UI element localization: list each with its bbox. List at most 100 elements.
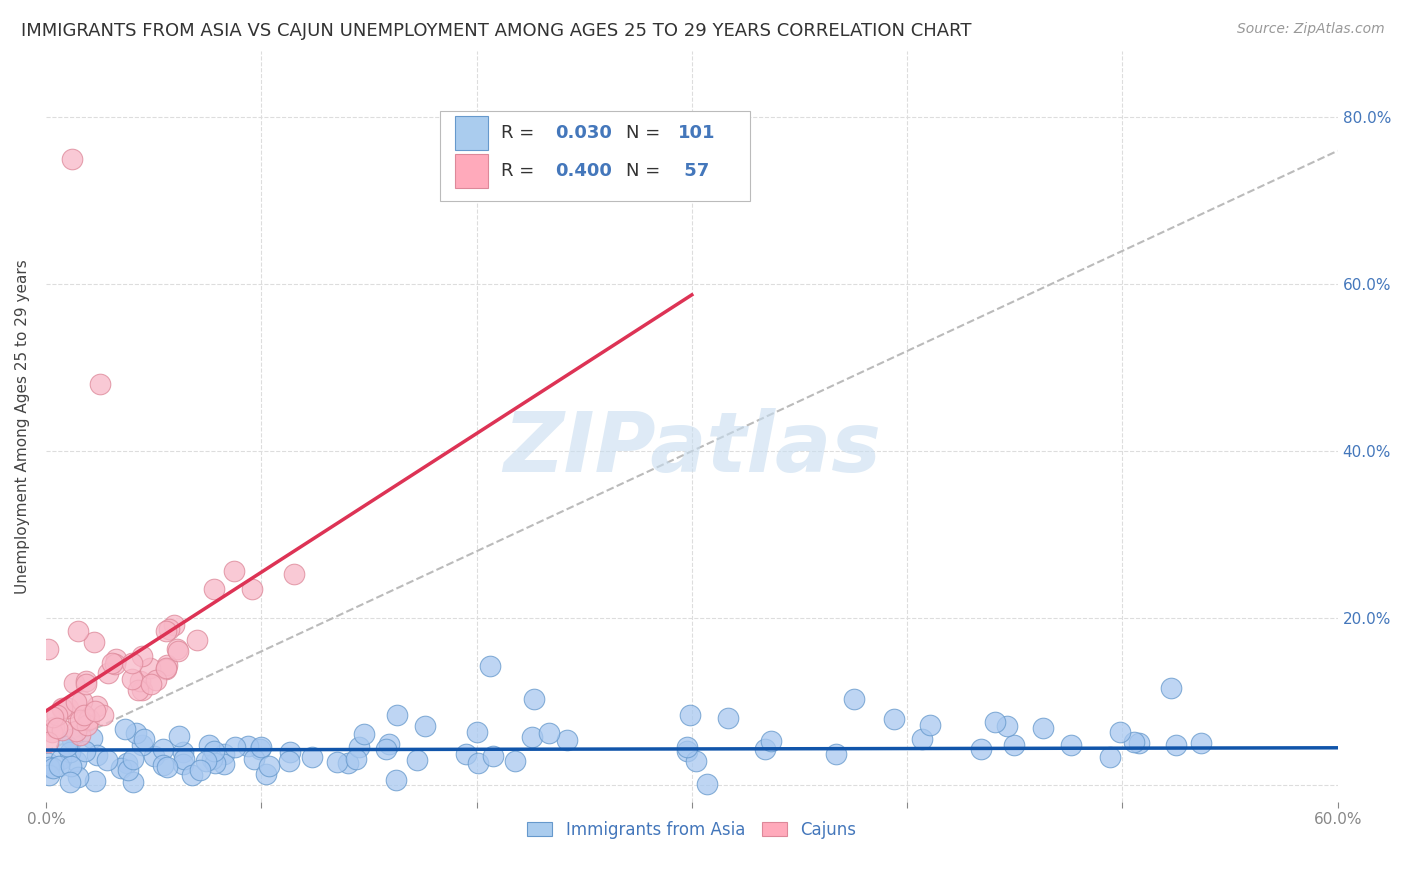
Point [67, 712, 90, 726]
Point [127, 682, 149, 697]
Point [883, 712, 905, 726]
Point [202, 582, 225, 596]
Point [454, 747, 477, 761]
Point [156, 658, 179, 673]
Text: 0.400: 0.400 [555, 161, 612, 180]
Point [166, 644, 188, 658]
Point [254, 766, 277, 780]
Point [131, 682, 153, 697]
Text: 101: 101 [678, 124, 716, 143]
Point [83, 635, 105, 649]
Point [236, 739, 259, 754]
Point [60, 152, 83, 166]
Point [520, 730, 543, 744]
Point [167, 729, 190, 743]
Point [696, 777, 718, 791]
Point [465, 725, 488, 739]
Point [278, 745, 301, 759]
Point [86, 699, 108, 714]
Point [76, 717, 98, 731]
Point [89, 377, 111, 392]
Point [202, 744, 225, 758]
Point [406, 753, 429, 767]
Point [42, 710, 65, 724]
Point [242, 582, 264, 596]
Point [353, 727, 375, 741]
Point [59, 774, 82, 789]
Point [67, 624, 90, 638]
Point [65, 724, 87, 739]
Point [100, 656, 122, 670]
Point [63, 676, 86, 690]
Point [80, 731, 103, 745]
Point [48, 759, 70, 773]
Point [1002, 738, 1025, 752]
Point [56, 739, 79, 754]
Legend: Immigrants from Asia, Cajuns: Immigrants from Asia, Cajuns [520, 814, 863, 846]
Point [37, 756, 59, 770]
Point [75, 674, 97, 689]
Point [970, 742, 993, 756]
Point [97, 666, 120, 681]
Point [679, 708, 702, 723]
Point [124, 726, 146, 740]
Point [243, 752, 266, 766]
Point [347, 740, 370, 755]
Point [128, 673, 150, 688]
Point [1189, 736, 1212, 750]
Point [377, 737, 399, 751]
Point [65, 695, 87, 709]
Point [249, 741, 271, 756]
Point [110, 761, 132, 775]
Point [75, 677, 97, 691]
Point [415, 719, 437, 733]
Point [121, 672, 143, 686]
Point [249, 739, 271, 754]
Point [117, 763, 139, 777]
Point [214, 747, 236, 761]
Point [194, 754, 217, 768]
Point [46, 721, 69, 735]
Point [38, 768, 60, 782]
FancyBboxPatch shape [440, 111, 749, 201]
Point [156, 760, 179, 774]
Point [685, 754, 707, 768]
Point [1032, 721, 1054, 735]
Point [173, 752, 195, 766]
Point [301, 750, 323, 764]
Point [1164, 738, 1187, 752]
Point [538, 726, 561, 740]
Point [172, 746, 194, 760]
Point [555, 733, 578, 747]
Text: 0.030: 0.030 [555, 124, 612, 143]
Point [825, 747, 848, 762]
Point [844, 692, 866, 706]
Point [984, 714, 1007, 729]
Point [1098, 749, 1121, 764]
Point [65, 754, 87, 768]
Point [257, 759, 280, 773]
Point [180, 768, 202, 782]
Text: ZIPatlas: ZIPatlas [503, 409, 880, 489]
Point [122, 774, 145, 789]
Point [918, 717, 941, 731]
Point [51, 723, 73, 737]
Point [103, 657, 125, 672]
FancyBboxPatch shape [456, 116, 488, 150]
Point [44, 720, 66, 734]
Point [138, 661, 160, 675]
Point [505, 754, 527, 768]
Point [41, 724, 63, 739]
Point [84, 773, 107, 788]
Point [222, 564, 245, 578]
Point [1109, 724, 1132, 739]
Point [995, 718, 1018, 732]
Point [186, 632, 208, 647]
Point [121, 752, 143, 766]
Point [60, 759, 83, 773]
Point [91, 708, 114, 723]
Point [224, 740, 246, 755]
Point [73, 744, 96, 758]
Point [59, 745, 82, 759]
Point [172, 756, 194, 771]
